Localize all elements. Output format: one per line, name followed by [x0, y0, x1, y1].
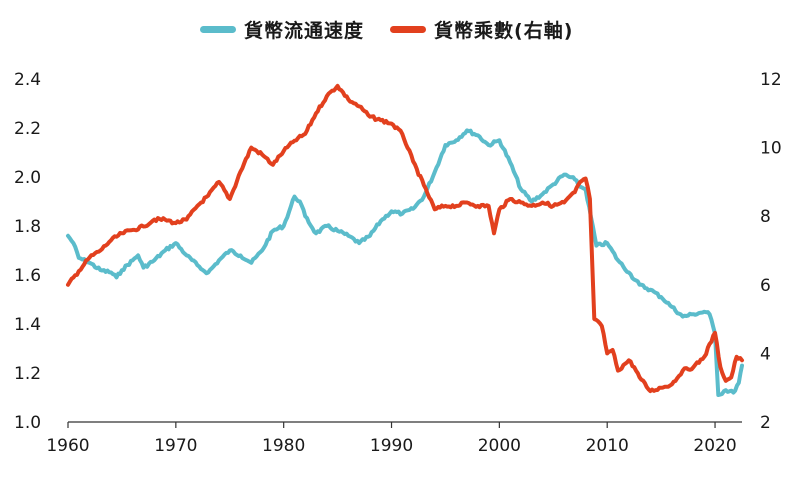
legend-swatch-velocity	[200, 26, 236, 33]
x-tick-label: 2020	[693, 436, 736, 456]
y-tick-label: 2.0	[14, 168, 41, 188]
y-tick-label: 2.2	[14, 119, 41, 139]
y-axis-ticks: 1.0 1.2 1.4 1.6 1.8 2.0 2.2 2.4	[14, 70, 41, 433]
legend-item-multiplier: 貨幣乘數(右軸)	[390, 16, 573, 43]
series-line-multiplier	[66, 83, 744, 394]
chart-plot-area	[66, 83, 744, 397]
y-tick-label: 1.8	[14, 217, 41, 237]
y-tick-label: 2.4	[14, 70, 41, 90]
y-tick-label: 1.2	[14, 364, 41, 384]
legend-label-velocity: 貨幣流通速度	[244, 20, 365, 42]
y-tick-label: 1.0	[14, 413, 41, 433]
y2-axis-ticks: 2 4 6 8 10 12	[760, 70, 782, 433]
legend-label-multiplier: 貨幣乘數(右軸)	[434, 20, 574, 42]
y2-tick-label: 8	[760, 207, 771, 227]
legend-item-velocity: 貨幣流通速度	[200, 16, 364, 43]
y2-tick-label: 12	[760, 70, 782, 90]
x-tick-label: 1980	[262, 436, 305, 456]
chart-legend: 貨幣流通速度 貨幣乘數(右軸)	[200, 16, 573, 43]
x-tick-label: 1970	[154, 436, 197, 456]
legend-swatch-multiplier	[390, 26, 427, 33]
y2-tick-label: 4	[760, 344, 771, 364]
y2-tick-label: 2	[760, 413, 771, 433]
y2-tick-label: 10	[760, 139, 782, 159]
x-tick-label: 1960	[46, 436, 89, 456]
x-axis-ticks: 1960 1970 1980 1990 2000 2010 2020	[46, 422, 737, 456]
y-tick-label: 1.6	[14, 266, 41, 286]
y-tick-label: 1.4	[14, 315, 41, 335]
x-tick-label: 1990	[370, 436, 413, 456]
x-tick-label: 2000	[478, 436, 521, 456]
y2-tick-label: 6	[760, 276, 771, 296]
x-tick-label: 2010	[586, 436, 629, 456]
series-line-velocity	[66, 128, 744, 397]
